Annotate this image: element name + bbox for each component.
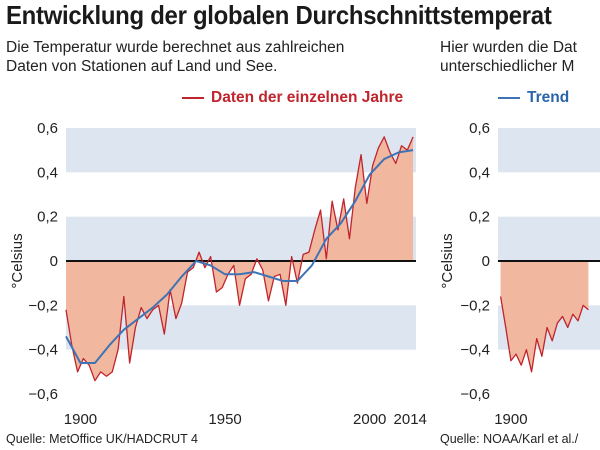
right-chart-ytick-label: −0,2 [460, 297, 490, 314]
left-chart-ylabel: °Celsius [9, 233, 26, 288]
right-chart-ylabel: °Celsius [439, 233, 456, 288]
left-chart-xtick-label: 2000 [353, 411, 386, 428]
right-chart-ytick-label: 0 [482, 253, 490, 270]
left-chart-ytick-label: −0,6 [28, 386, 58, 403]
subtitle-right-line-2: unterschiedlicher M [440, 58, 575, 75]
left-chart-xtick-label: 1950 [208, 411, 241, 428]
subtitle-left-line-2: Daten von Stationen auf Land und See. [6, 58, 278, 75]
right-chart-band-1 [498, 216, 600, 261]
right-chart-annual-line [499, 296, 589, 373]
left-chart-ytick-label: 0 [50, 253, 58, 270]
left-chart-ytick-label: 0,6 [37, 120, 58, 137]
subtitle-right: Hier wurden die Dat unterschiedlicher M [440, 38, 577, 76]
left-chart-xtick-label: 1900 [64, 411, 97, 428]
legend-annual-label: Daten der einzelnen Jahre [211, 89, 404, 106]
left-chart-ytick-label: −0,2 [28, 297, 58, 314]
left-chart-ytick-label: 0,2 [37, 209, 58, 226]
left-chart-band-2 [66, 305, 416, 350]
right-chart-ytick-label: −0,4 [460, 342, 490, 359]
right-chart-ytick-label: 0,6 [469, 120, 490, 137]
legend-trend: Trend [498, 89, 569, 107]
subtitle-left-line-1: Die Temperatur wurde berechnet aus zahlr… [6, 39, 345, 56]
right-chart-xtick-label: 1900 [494, 411, 527, 428]
right-chart-ytick-label: −0,6 [460, 386, 490, 403]
left-chart-trend-line [65, 149, 414, 364]
left-chart-ytick-label: −0,4 [28, 342, 58, 359]
legend-annual: Daten der einzelnen Jahre [182, 89, 403, 107]
source-left: Quelle: MetOffice UK/HADCRUT 4 [6, 432, 198, 446]
right-chart-area-fill [500, 261, 589, 372]
right-chart-ytick-label: 0,2 [469, 209, 490, 226]
left-chart-xtick-label: 2014 [394, 411, 427, 428]
legend-annual-swatch [182, 97, 204, 99]
left-chart-band-0 [66, 128, 416, 173]
left-chart-annual-line [65, 136, 414, 382]
right-chart-band-0 [498, 128, 600, 173]
legend-trend-label: Trend [527, 89, 570, 106]
subtitle-left: Die Temperatur wurde berechnet aus zahlr… [6, 38, 344, 76]
page-title: Entwicklung der globalen Durchschnittste… [6, 0, 552, 30]
left-chart-ytick-label: 0,4 [37, 164, 58, 181]
right-chart-ytick-label: 0,4 [469, 164, 490, 181]
legend-trend-swatch [498, 97, 520, 99]
source-right: Quelle: NOAA/Karl et al./ [440, 432, 579, 446]
subtitle-right-line-1: Hier wurden die Dat [440, 39, 577, 56]
